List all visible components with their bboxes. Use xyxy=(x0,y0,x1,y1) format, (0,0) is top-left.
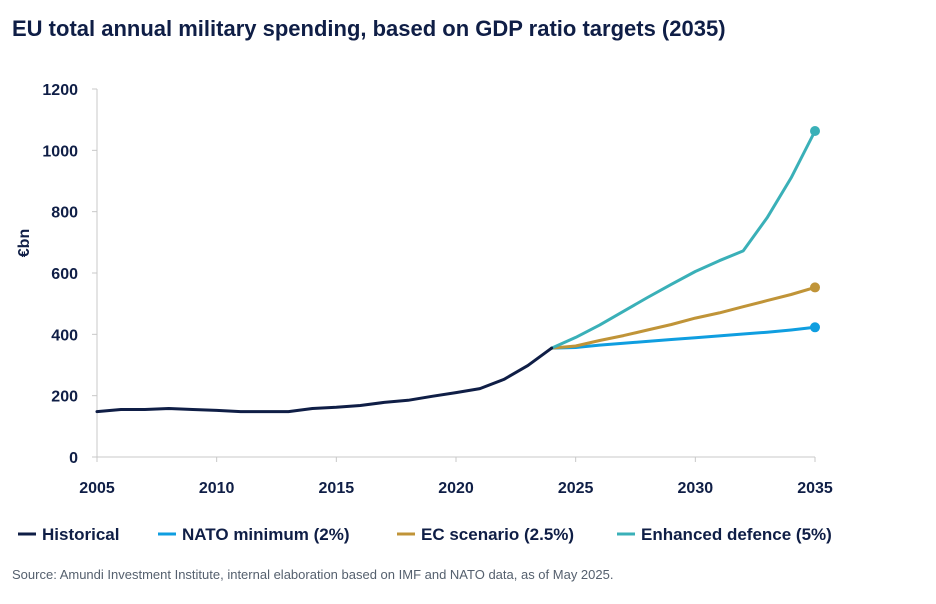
x-tick-label: 2015 xyxy=(319,480,355,497)
axes: 0 200 400 600 800 1000 1200 2005 2010 2015 2020 202… xyxy=(42,82,832,497)
legend-label: Enhanced defence (5%) xyxy=(641,525,832,544)
legend-label: EC scenario (2.5%) xyxy=(421,525,574,544)
series-layer xyxy=(95,126,820,414)
legend-label: Historical xyxy=(42,525,119,544)
series-line-nato-minimum-2 xyxy=(550,325,817,350)
series-end-point-ec-scenario-2-5 xyxy=(810,282,820,293)
x-tick-label: 2035 xyxy=(797,480,833,497)
x-tick-label: 2010 xyxy=(199,480,235,497)
chart-title: EU total annual military spending, based… xyxy=(12,16,726,41)
source-note: Source: Amundi Investment Institute, int… xyxy=(12,567,614,582)
series-line-historical xyxy=(95,346,554,414)
series-line-enhanced-defence-5 xyxy=(550,129,817,350)
legend: Historical NATO minimum (2%) EC scenario (… xyxy=(18,525,832,544)
x-tick-label: 2030 xyxy=(678,480,714,497)
series-line-ec-scenario-2-5 xyxy=(550,285,817,350)
legend-label: NATO minimum (2%) xyxy=(182,525,350,544)
series-end-point-enhanced-defence-5 xyxy=(810,126,820,137)
y-tick-label: 400 xyxy=(51,327,78,344)
y-axis-label: €bn xyxy=(16,229,33,257)
x-tick-label: 2025 xyxy=(558,480,594,497)
x-tick-label: 2020 xyxy=(438,480,474,497)
y-tick-label: 600 xyxy=(51,266,78,283)
y-tick-label: 1200 xyxy=(42,82,78,99)
line-chart: 0 200 400 600 800 1000 1200 2005 2010 2015 2020 202… xyxy=(16,82,833,544)
y-tick-label: 800 xyxy=(51,205,78,222)
y-tick-label: 200 xyxy=(51,389,78,406)
series-end-point-nato-minimum-2 xyxy=(810,322,820,333)
y-tick-label: 1000 xyxy=(42,143,78,160)
y-tick-label: 0 xyxy=(69,450,78,467)
x-tick-label: 2005 xyxy=(79,480,115,497)
